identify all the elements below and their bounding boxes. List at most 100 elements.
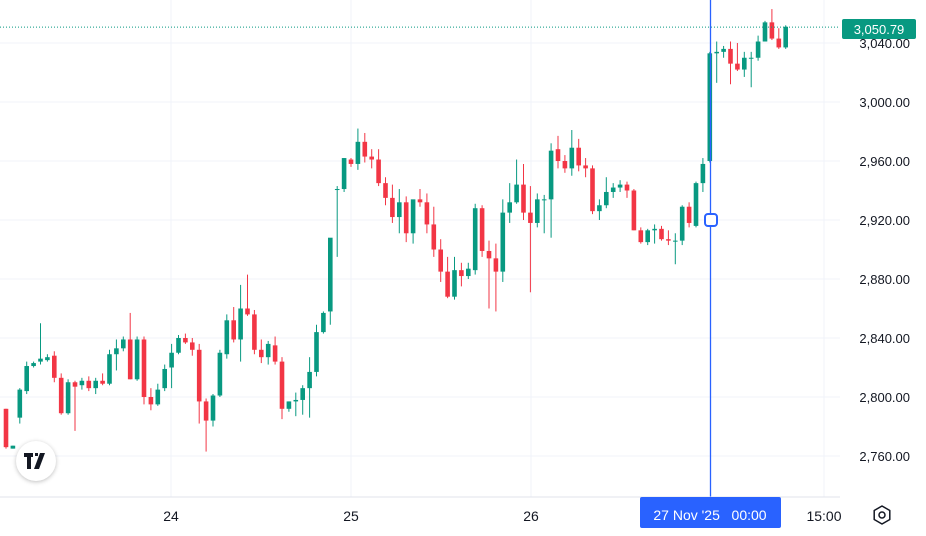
candle-body bbox=[645, 230, 650, 243]
candle-body bbox=[10, 445, 16, 449]
candle bbox=[541, 194, 547, 234]
candle-body bbox=[121, 339, 126, 349]
candle-body bbox=[341, 158, 347, 190]
candle bbox=[203, 398, 209, 452]
tradingview-logo-icon bbox=[24, 453, 45, 469]
candle bbox=[673, 233, 678, 265]
candle-body bbox=[493, 258, 499, 272]
price-tick-label: 2,800.00 bbox=[859, 390, 910, 405]
candle bbox=[521, 163, 526, 220]
candle-body bbox=[479, 208, 485, 251]
candle-body bbox=[183, 338, 188, 343]
candle-body bbox=[300, 388, 305, 400]
candle-body bbox=[679, 206, 685, 241]
candle-body bbox=[286, 401, 292, 409]
last-price-label: 3,050.79 bbox=[842, 19, 916, 39]
candle-body bbox=[673, 240, 678, 242]
candle-body bbox=[272, 345, 278, 362]
last-price-text: 3,050.79 bbox=[854, 22, 905, 37]
candle bbox=[459, 262, 464, 287]
crosshair-handle[interactable] bbox=[704, 213, 718, 227]
candle bbox=[403, 196, 409, 243]
candle bbox=[693, 181, 699, 228]
candle bbox=[721, 45, 726, 58]
candle-body bbox=[762, 22, 768, 42]
settings-gear-icon[interactable] bbox=[871, 504, 893, 526]
candle bbox=[238, 284, 243, 362]
candle-body bbox=[604, 191, 609, 206]
candle-body bbox=[334, 189, 340, 191]
candle-body bbox=[466, 268, 471, 277]
candle bbox=[762, 20, 768, 42]
candle bbox=[417, 189, 423, 207]
candle-body bbox=[362, 141, 368, 157]
candle bbox=[748, 51, 754, 88]
candle bbox=[348, 158, 354, 167]
candle bbox=[65, 379, 71, 415]
candle-body bbox=[576, 147, 581, 166]
candle bbox=[93, 377, 98, 395]
candle-body bbox=[217, 352, 223, 396]
candle-body bbox=[597, 205, 602, 212]
time-tick-label: 26 bbox=[523, 508, 539, 524]
candle-body bbox=[590, 168, 595, 212]
candle-body bbox=[210, 395, 216, 421]
candle-body bbox=[631, 190, 637, 231]
time-axis[interactable]: 24 25 26 15:00 bbox=[163, 508, 842, 524]
candle bbox=[659, 225, 664, 241]
candle-body bbox=[459, 270, 464, 277]
tradingview-logo[interactable] bbox=[16, 441, 56, 481]
candle bbox=[217, 349, 223, 397]
price-axis[interactable]: 3,040.00 3,000.00 2,960.00 2,920.00 2,880.00… bbox=[859, 36, 910, 464]
candle-body bbox=[369, 156, 374, 160]
candle bbox=[272, 336, 278, 365]
candle-body bbox=[245, 308, 250, 315]
candle bbox=[472, 203, 478, 275]
candle bbox=[535, 193, 540, 228]
candle-body bbox=[100, 380, 105, 384]
price-tick-label: 2,920.00 bbox=[859, 213, 910, 228]
candle bbox=[58, 373, 64, 415]
candle-body bbox=[514, 184, 519, 203]
candle bbox=[666, 230, 671, 246]
candle bbox=[410, 199, 416, 244]
candle bbox=[728, 41, 733, 85]
candle bbox=[769, 9, 775, 41]
candle bbox=[24, 361, 29, 395]
candle bbox=[679, 205, 685, 246]
candle-body bbox=[252, 314, 257, 350]
candle bbox=[79, 377, 85, 390]
candle-body bbox=[314, 332, 319, 372]
candle bbox=[176, 335, 181, 355]
candle-body bbox=[17, 389, 23, 418]
candle-body bbox=[265, 343, 271, 358]
candle-body bbox=[321, 312, 326, 333]
candle-body bbox=[652, 228, 657, 231]
price-tick-label: 3,040.00 bbox=[859, 36, 910, 51]
candle-body bbox=[610, 187, 616, 192]
time-tick-label: 24 bbox=[163, 508, 179, 524]
candle-body bbox=[617, 184, 623, 188]
candle bbox=[341, 158, 347, 192]
candle bbox=[597, 199, 602, 220]
candle-body bbox=[472, 208, 478, 271]
candle-body bbox=[583, 165, 588, 169]
candle bbox=[127, 312, 133, 380]
candle-body bbox=[700, 163, 706, 184]
last-price-box bbox=[842, 19, 916, 39]
candle-body bbox=[783, 26, 788, 48]
candle bbox=[45, 354, 50, 362]
price-tick-label: 2,760.00 bbox=[859, 449, 910, 464]
candle-body bbox=[148, 397, 154, 405]
candle bbox=[162, 364, 167, 392]
candles-layer bbox=[3, 9, 788, 452]
candle bbox=[86, 376, 92, 392]
candle-body bbox=[507, 202, 512, 213]
candle-body bbox=[383, 183, 388, 198]
candle-body bbox=[52, 355, 57, 378]
candle bbox=[328, 237, 333, 325]
candle bbox=[604, 177, 609, 209]
candle-body bbox=[279, 361, 285, 409]
candle-body bbox=[114, 348, 119, 355]
